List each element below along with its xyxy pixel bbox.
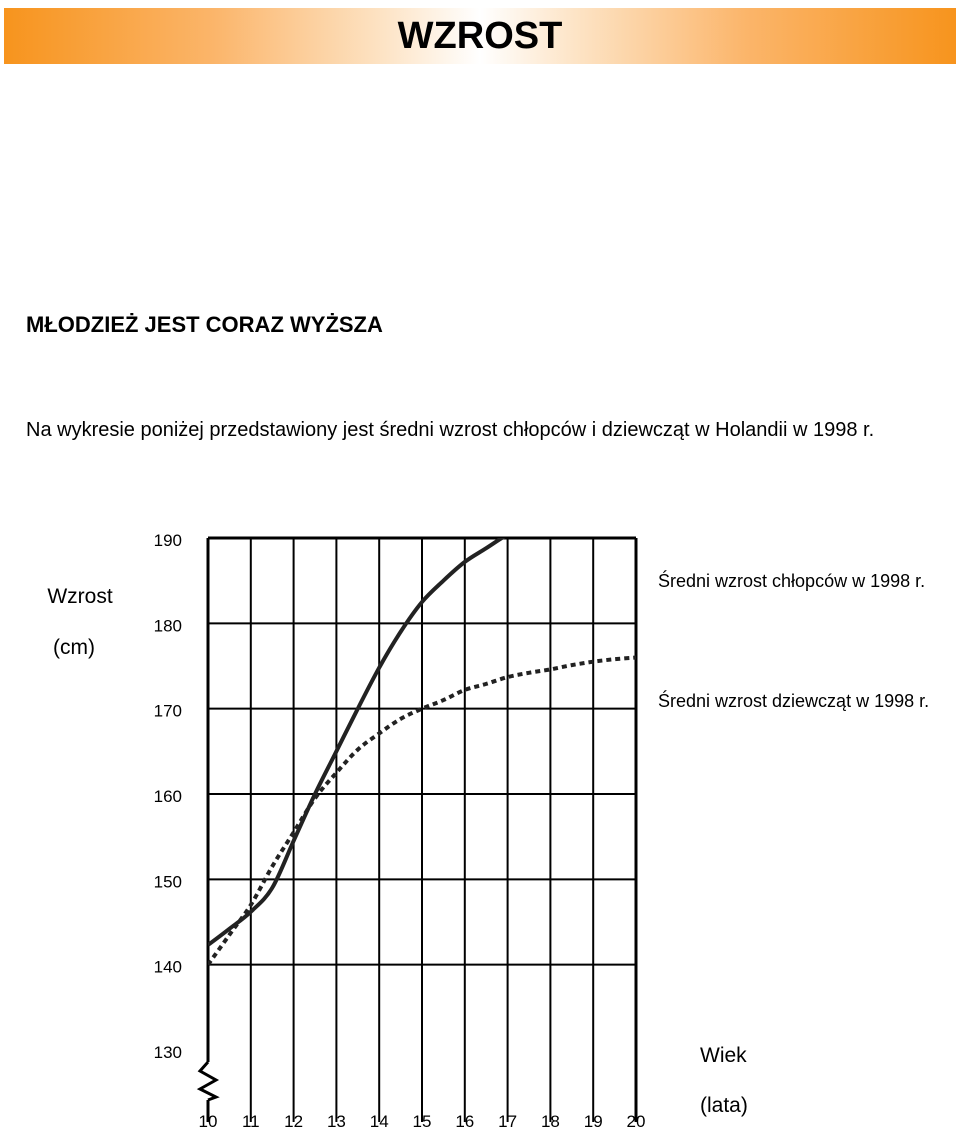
boys-height-line: [208, 538, 506, 947]
y-tick-label: 190: [154, 531, 182, 550]
page-title: WZROST: [397, 15, 563, 57]
section-title: MŁODZIEŻ JEST CORAZ WYŻSZA: [26, 312, 383, 337]
x-tick-label: 12: [284, 1112, 303, 1130]
y-tick-label: 180: [154, 616, 182, 635]
x-axis-unit-label: (lata): [700, 1094, 748, 1117]
x-tick-label: 18: [541, 1112, 560, 1130]
header-bar: [4, 8, 956, 64]
y-axis-unit-label: (cm): [53, 636, 95, 659]
y-tick-label: 150: [154, 872, 182, 891]
y-tick-label: 160: [154, 787, 182, 806]
x-tick-label: 10: [199, 1112, 218, 1130]
x-tick-label: 14: [370, 1112, 389, 1130]
x-tick-label: 20: [627, 1112, 646, 1130]
boys-series-label: Średni wzrost chłopców w 1998 r.: [658, 570, 925, 591]
x-tick-label: 16: [455, 1112, 474, 1130]
x-tick-label: 17: [498, 1112, 517, 1130]
y-tick-label: 130: [154, 1043, 182, 1062]
intro-text: Na wykresie poniżej przedstawiony jest ś…: [26, 419, 875, 441]
y-tick-label: 140: [154, 958, 182, 977]
x-axis-label: Wiek: [700, 1044, 747, 1067]
x-tick-label: 13: [327, 1112, 346, 1130]
x-tick-label: 11: [242, 1112, 260, 1130]
x-tick-label: 19: [584, 1112, 603, 1130]
y-axis-break: [196, 1061, 220, 1102]
girls-series-label: Średni wzrost dziewcząt w 1998 r.: [658, 690, 929, 711]
height-chart: 130 140 150 160 170 180 190 10 11 12 13 14 15 16 17 18 1…: [47, 531, 929, 1130]
girls-height-line: [208, 655, 636, 966]
y-tick-label: 170: [154, 702, 182, 721]
y-axis-label: Wzrost: [47, 585, 112, 608]
x-tick-label: 15: [413, 1112, 432, 1130]
